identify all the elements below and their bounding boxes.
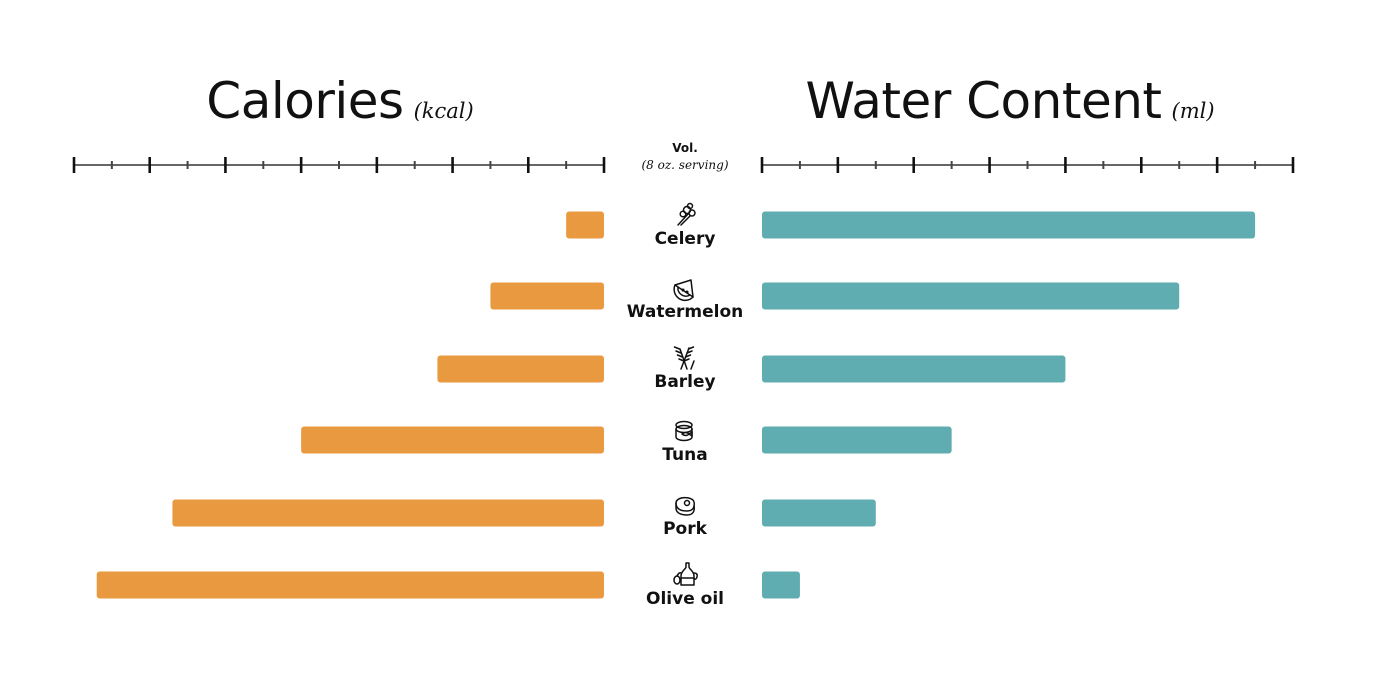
water-bar-pork: [762, 499, 876, 527]
water-bar-barley: [762, 355, 1066, 383]
category-label-olive-oil: Olive oil: [646, 589, 724, 609]
calories-bar-olive-oil: [96, 571, 604, 599]
calories-title-text: Calories: [206, 72, 404, 130]
water-bar-tuna: [762, 426, 952, 454]
category-label-pork: Pork: [663, 519, 708, 539]
water-title: Water Content (ml): [700, 72, 1320, 136]
olive-oil-bottle-icon: [673, 562, 698, 586]
vol-sub-label: (8 oz. serving): [641, 158, 729, 172]
calories-bar-tuna: [301, 426, 604, 454]
calories-bar-pork: [172, 499, 604, 527]
calories-bar-watermelon: [490, 282, 604, 310]
calories-bar-barley: [437, 355, 604, 383]
category-label-barley: Barley: [654, 372, 715, 392]
calories-bar-celery: [566, 211, 604, 239]
category-label-celery: Celery: [655, 229, 716, 249]
pork-steak-icon: [675, 496, 695, 516]
water-unit: (ml): [1171, 99, 1215, 123]
category-label-tuna: Tuna: [662, 445, 707, 465]
calories-axis: [72, 157, 606, 173]
category-label-watermelon: Watermelon: [627, 302, 744, 322]
water-axis: [760, 157, 1295, 173]
vol-label: Vol.: [672, 141, 698, 155]
water-bar-celery: [762, 211, 1256, 239]
water-bar-olive-oil: [762, 571, 800, 599]
water-bar-watermelon: [762, 282, 1180, 310]
calories-title: Calories (kcal): [0, 72, 680, 136]
tuna-can-icon: [675, 420, 693, 442]
barley-icon: [673, 346, 695, 370]
calories-unit: (kcal): [413, 99, 474, 123]
watermelon-icon: [673, 279, 694, 302]
celery-icon: [677, 202, 696, 226]
water-title-text: Water Content: [805, 72, 1162, 130]
